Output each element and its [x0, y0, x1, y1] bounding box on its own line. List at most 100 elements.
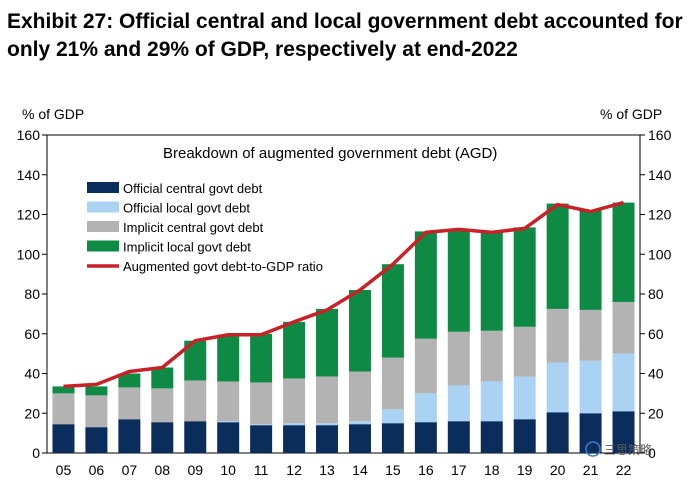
bar-segment-implicit-central	[85, 395, 108, 428]
bar-segment-official-central	[546, 412, 569, 453]
bar-segment-official-local	[217, 421, 240, 423]
bar-segment-official-local	[447, 385, 470, 422]
y-tick-label: 140	[17, 167, 41, 183]
bar-segment-official-local	[612, 353, 635, 412]
bar-segment-official-central	[283, 425, 306, 453]
bar-segment-implicit-central	[118, 387, 141, 420]
x-tick-label: 16	[418, 462, 434, 478]
bar-segment-implicit-local	[612, 202, 635, 302]
x-tick-label: 22	[616, 462, 632, 478]
legend-label: Official central govt debt	[123, 181, 263, 196]
bar-segment-official-central	[381, 423, 404, 453]
bar-segment-implicit-central	[480, 330, 503, 382]
bar-segment-implicit-local	[85, 386, 108, 396]
x-tick-label: 08	[155, 462, 171, 478]
bar-segment-official-local	[579, 360, 602, 414]
y-tick-label: 120	[648, 207, 672, 223]
bar-segment-official-local	[414, 393, 437, 423]
legend-label: Official local govt debt	[123, 201, 250, 216]
bar-segment-official-central	[513, 419, 536, 453]
bar-segment-official-central	[414, 422, 437, 453]
y-axis-right-label: % of GDP	[600, 106, 662, 122]
bar-segment-implicit-central	[250, 382, 273, 425]
watermark: 三思策略	[585, 441, 652, 457]
legend-swatch	[87, 240, 119, 252]
x-tick-label: 07	[122, 462, 138, 478]
bar-segment-implicit-local	[52, 386, 75, 394]
bar-segment-implicit-central	[579, 309, 602, 361]
x-tick-label: 09	[187, 462, 203, 478]
bar-segment-implicit-central	[381, 357, 404, 410]
x-tick-label: 14	[352, 462, 368, 478]
bar-segment-official-local	[316, 423, 339, 426]
legend-label: Implicit local govt debt	[123, 240, 251, 255]
y-axis-left-label: % of GDP	[22, 106, 84, 122]
y-tick-label: 100	[17, 246, 41, 262]
bar-segment-implicit-central	[546, 308, 569, 363]
y-tick-label: 160	[648, 127, 672, 143]
bar-segment-implicit-local	[348, 290, 371, 372]
bar-segment-implicit-central	[52, 393, 75, 425]
chart-title: Exhibit 27: Official central and local g…	[7, 10, 683, 61]
bar-segment-official-central	[52, 424, 75, 453]
legend-swatch	[87, 221, 119, 232]
bar-segment-implicit-central	[217, 381, 240, 422]
bar-segment-official-central	[447, 421, 470, 453]
y-tick-label: 120	[17, 207, 41, 223]
chart-subtitle: Breakdown of augmented government debt (…	[163, 145, 497, 162]
bar-segment-official-local	[381, 409, 404, 424]
bar-segment-implicit-local	[151, 367, 174, 389]
bar-segment-official-central	[480, 421, 503, 453]
ratio-line	[63, 200, 624, 389]
y-tick-label: 80	[648, 286, 664, 302]
y-tick-label: 80	[24, 286, 40, 302]
y-tick-label: 0	[648, 445, 656, 461]
bar-segment-implicit-central	[151, 388, 174, 423]
bar-segment-official-local	[513, 376, 536, 420]
y-tick-label: 40	[24, 366, 40, 382]
y-tick-label: 160	[17, 127, 41, 143]
bar-segment-official-central	[612, 411, 635, 453]
bar-segment-official-central	[579, 413, 602, 453]
x-tick-label: 05	[56, 462, 72, 478]
bar-segment-implicit-central	[348, 371, 371, 422]
y-tick-label: 100	[648, 246, 672, 262]
bar-segment-implicit-local	[316, 308, 339, 377]
bar-segment-official-central	[217, 422, 240, 453]
watermark-text: 三思策略	[604, 442, 652, 457]
bar-segment-implicit-central	[513, 326, 536, 377]
bar-segment-implicit-central	[316, 376, 339, 424]
legend-swatch	[87, 201, 119, 213]
bar-segment-official-local	[348, 421, 371, 425]
bar-segment-implicit-local	[118, 373, 141, 388]
bar-segment-implicit-local	[414, 231, 437, 339]
bar-segment-implicit-local	[513, 227, 536, 327]
bar-segment-official-local	[283, 423, 306, 426]
bar-segment-implicit-local	[480, 231, 503, 331]
x-tick-label: 17	[451, 462, 467, 478]
y-tick-label: 140	[648, 167, 672, 183]
y-axis-right: 0 20 40 60 80 100 120 140 160	[640, 127, 672, 461]
x-tick-label: 11	[254, 462, 269, 478]
bar-segment-official-central	[250, 425, 273, 453]
bar-segment-implicit-local	[250, 333, 273, 383]
bar-segment-implicit-central	[184, 380, 207, 422]
y-tick-label: 0	[32, 445, 40, 461]
y-tick-label: 60	[648, 326, 664, 342]
bar-segment-official-central	[184, 421, 207, 453]
x-tick-label: 20	[550, 462, 566, 478]
bar-segment-implicit-local	[217, 334, 240, 382]
bar-segment-implicit-local	[546, 203, 569, 309]
bar-segment-official-local	[546, 362, 569, 413]
bar-segment-implicit-local	[579, 210, 602, 310]
bar-segment-official-central	[85, 427, 108, 453]
bar-segment-implicit-central	[447, 331, 470, 386]
bar-segment-official-central	[151, 422, 174, 453]
x-tick-label: 10	[220, 462, 236, 478]
y-tick-label: 20	[24, 405, 40, 421]
bar-segment-implicit-local	[381, 264, 404, 358]
x-tick-label: 21	[583, 462, 599, 478]
y-tick-label: 20	[648, 405, 664, 421]
bar-segment-implicit-local	[283, 321, 306, 379]
